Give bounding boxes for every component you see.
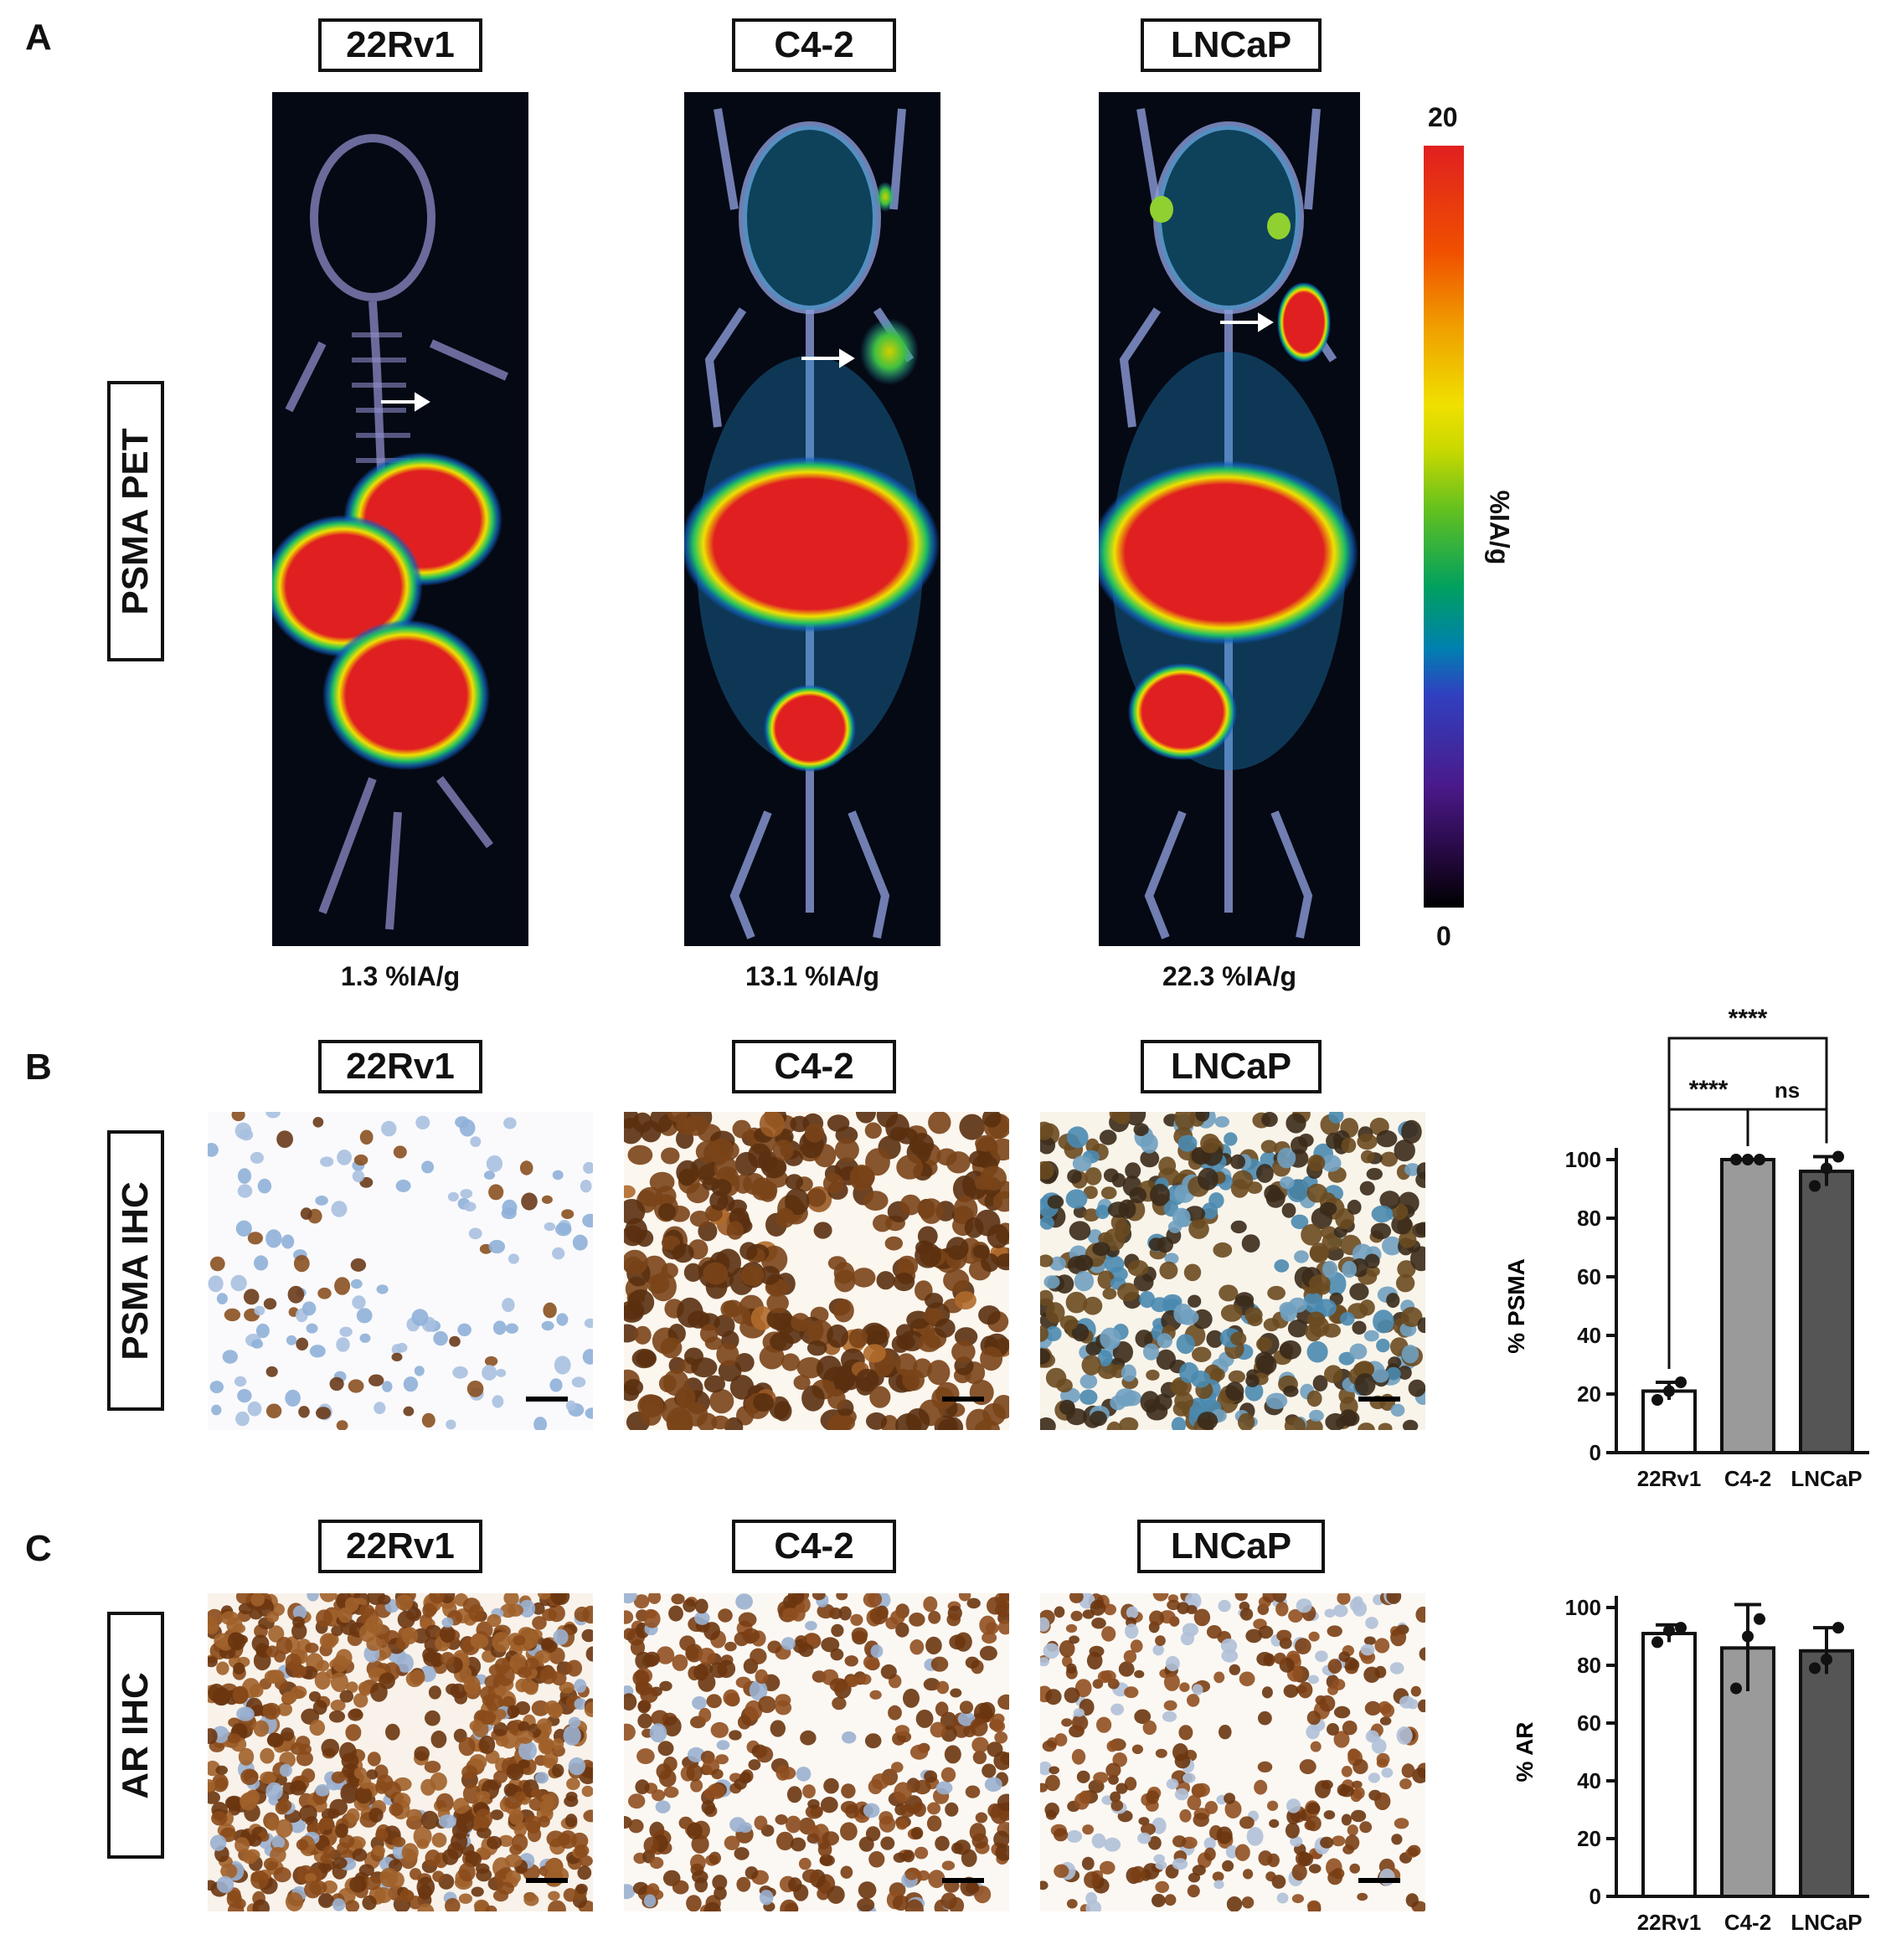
- psma-ihc-image-22rv1: [208, 1112, 593, 1430]
- y-tick-label: 40: [1577, 1768, 1601, 1793]
- data-point: [1742, 1630, 1754, 1643]
- bar: [1720, 1158, 1775, 1454]
- y-tick-label: 60: [1577, 1264, 1601, 1289]
- psma-ihc-label-22rv1: 22Rv1: [318, 1040, 482, 1093]
- ar-ihc-image-c42: [624, 1593, 1009, 1911]
- data-point: [1754, 1154, 1765, 1165]
- psma-ihc-image-lncap: [1040, 1112, 1425, 1430]
- y-tick-label: 0: [1590, 1440, 1601, 1465]
- panel-letter-b: B: [25, 1047, 52, 1088]
- data-point: [1663, 1624, 1675, 1637]
- colorbar-unit-label: %IA/g: [1484, 490, 1515, 565]
- data-point: [1821, 1654, 1832, 1666]
- y-tick-label: 0: [1590, 1884, 1601, 1909]
- psma-bar-chart: 0 20 40 60 80 100 % PSMA 22Rv1 C4-2 LNCaP **** ****…: [1503, 1005, 1869, 1491]
- colorbar: [1424, 146, 1464, 908]
- data-point: [1742, 1154, 1754, 1165]
- uptake-lncap: 22.3 %IA/g: [1162, 961, 1297, 991]
- significance-label: ns: [1775, 1078, 1800, 1103]
- y-tick-label: 80: [1577, 1653, 1601, 1678]
- pet-label-22rv1: 22Rv1: [318, 18, 482, 72]
- ar-ihc-image-lncap: [1040, 1593, 1425, 1911]
- ar-ihc-label-22rv1: 22Rv1: [318, 1520, 482, 1573]
- row-label-ar-ihc: AR IHC: [107, 1612, 164, 1859]
- pet-image-lncap: [1099, 92, 1360, 946]
- pet-image-22rv1: [272, 92, 528, 946]
- pet-label-c42: C4-2: [732, 18, 896, 72]
- pet-image-c42: [684, 92, 940, 946]
- x-tick-label: 22Rv1: [1637, 1466, 1702, 1491]
- ar-ihc-image-22rv1: [208, 1593, 593, 1911]
- y-tick-label: 40: [1577, 1323, 1601, 1348]
- data-point: [1675, 1376, 1687, 1388]
- data-point: [1663, 1385, 1675, 1397]
- panel-letter-c: C: [25, 1528, 52, 1569]
- data-point: [1809, 1180, 1821, 1192]
- data-point: [1730, 1682, 1742, 1695]
- row-label-psma-pet: PSMA PET: [107, 381, 164, 661]
- data-point: [1651, 1394, 1663, 1406]
- bar: [1641, 1389, 1697, 1454]
- data-point: [1832, 1622, 1844, 1634]
- colorbar-min-label: 0: [1436, 921, 1451, 951]
- y-tick-label: 20: [1577, 1826, 1601, 1851]
- x-tick-label: C4-2: [1724, 1910, 1771, 1935]
- uptake-c42: 13.1 %IA/g: [745, 961, 880, 991]
- data-point: [1821, 1162, 1832, 1175]
- ar-bar-chart: 0 20 40 60 80 100 % AR 22Rv1 C4-2 LNCaP: [1512, 1595, 1869, 1935]
- significance-bracket: [1746, 1108, 1828, 1146]
- panel-letter-a: A: [25, 17, 52, 58]
- psma-ihc-image-c42: [624, 1112, 1009, 1430]
- y-tick-label: 100: [1565, 1595, 1601, 1620]
- row-label-psma-ihc-text: PSMA IHC: [115, 1181, 156, 1361]
- uptake-22rv1: 1.3 %IA/g: [340, 961, 461, 991]
- y-tick-label: 60: [1577, 1710, 1601, 1736]
- data-point: [1809, 1662, 1821, 1674]
- row-label-psma-pet-text: PSMA PET: [115, 427, 156, 615]
- y-tick-label: 80: [1577, 1206, 1601, 1231]
- y-axis-label: % AR: [1512, 1721, 1538, 1782]
- pet-label-lncap: LNCaP: [1141, 18, 1322, 72]
- bar: [1641, 1632, 1697, 1899]
- data-point: [1832, 1150, 1844, 1163]
- significance-label: ****: [1729, 1005, 1768, 1032]
- data-point: [1675, 1622, 1687, 1634]
- psma-ihc-label-c42: C4-2: [732, 1040, 896, 1093]
- psma-ihc-label-lncap: LNCaP: [1141, 1040, 1322, 1093]
- x-tick-label: 22Rv1: [1637, 1910, 1702, 1935]
- y-tick-label: 100: [1565, 1147, 1601, 1172]
- x-tick-label: LNCaP: [1791, 1466, 1862, 1491]
- x-tick-label: LNCaP: [1791, 1910, 1862, 1935]
- y-tick-label: 20: [1577, 1381, 1601, 1407]
- ar-ihc-label-lncap: LNCaP: [1137, 1520, 1325, 1573]
- significance-label: ****: [1689, 1076, 1729, 1103]
- row-label-ar-ihc-text: AR IHC: [115, 1671, 156, 1799]
- ar-ihc-label-c42: C4-2: [732, 1520, 896, 1573]
- bar: [1799, 1170, 1854, 1454]
- y-axis-label: % PSMA: [1503, 1258, 1529, 1354]
- bar: [1799, 1649, 1854, 1898]
- data-point: [1730, 1154, 1742, 1165]
- data-point: [1754, 1613, 1765, 1625]
- row-label-psma-ihc: PSMA IHC: [107, 1130, 164, 1411]
- colorbar-max-label: 20: [1428, 102, 1458, 132]
- data-point: [1651, 1636, 1663, 1649]
- x-tick-label: C4-2: [1724, 1466, 1771, 1491]
